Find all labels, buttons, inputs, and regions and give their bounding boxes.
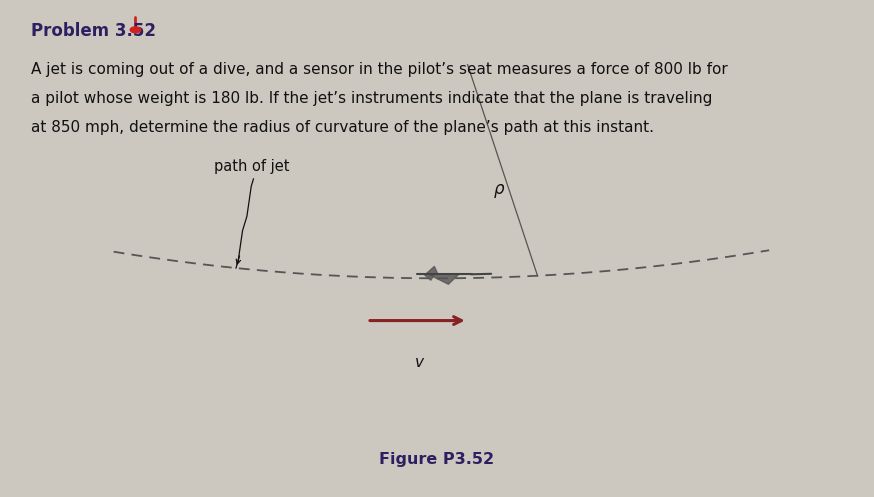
Polygon shape xyxy=(428,274,459,284)
Text: path of jet: path of jet xyxy=(214,159,289,174)
Polygon shape xyxy=(424,274,434,280)
Text: Problem 3.52: Problem 3.52 xyxy=(31,22,156,40)
Circle shape xyxy=(130,27,141,33)
Text: at 850 mph, determine the radius of curvature of the plane’s path at this instan: at 850 mph, determine the radius of curv… xyxy=(31,120,654,135)
Text: Figure P3.52: Figure P3.52 xyxy=(379,452,495,467)
Polygon shape xyxy=(426,266,438,274)
Text: A jet is coming out of a dive, and a sensor in the pilot’s seat measures a force: A jet is coming out of a dive, and a sen… xyxy=(31,62,727,77)
Text: ρ: ρ xyxy=(494,180,504,198)
Text: a pilot whose weight is 180 lb. If the jet’s instruments indicate that the plane: a pilot whose weight is 180 lb. If the j… xyxy=(31,91,712,106)
Text: v: v xyxy=(415,355,424,370)
